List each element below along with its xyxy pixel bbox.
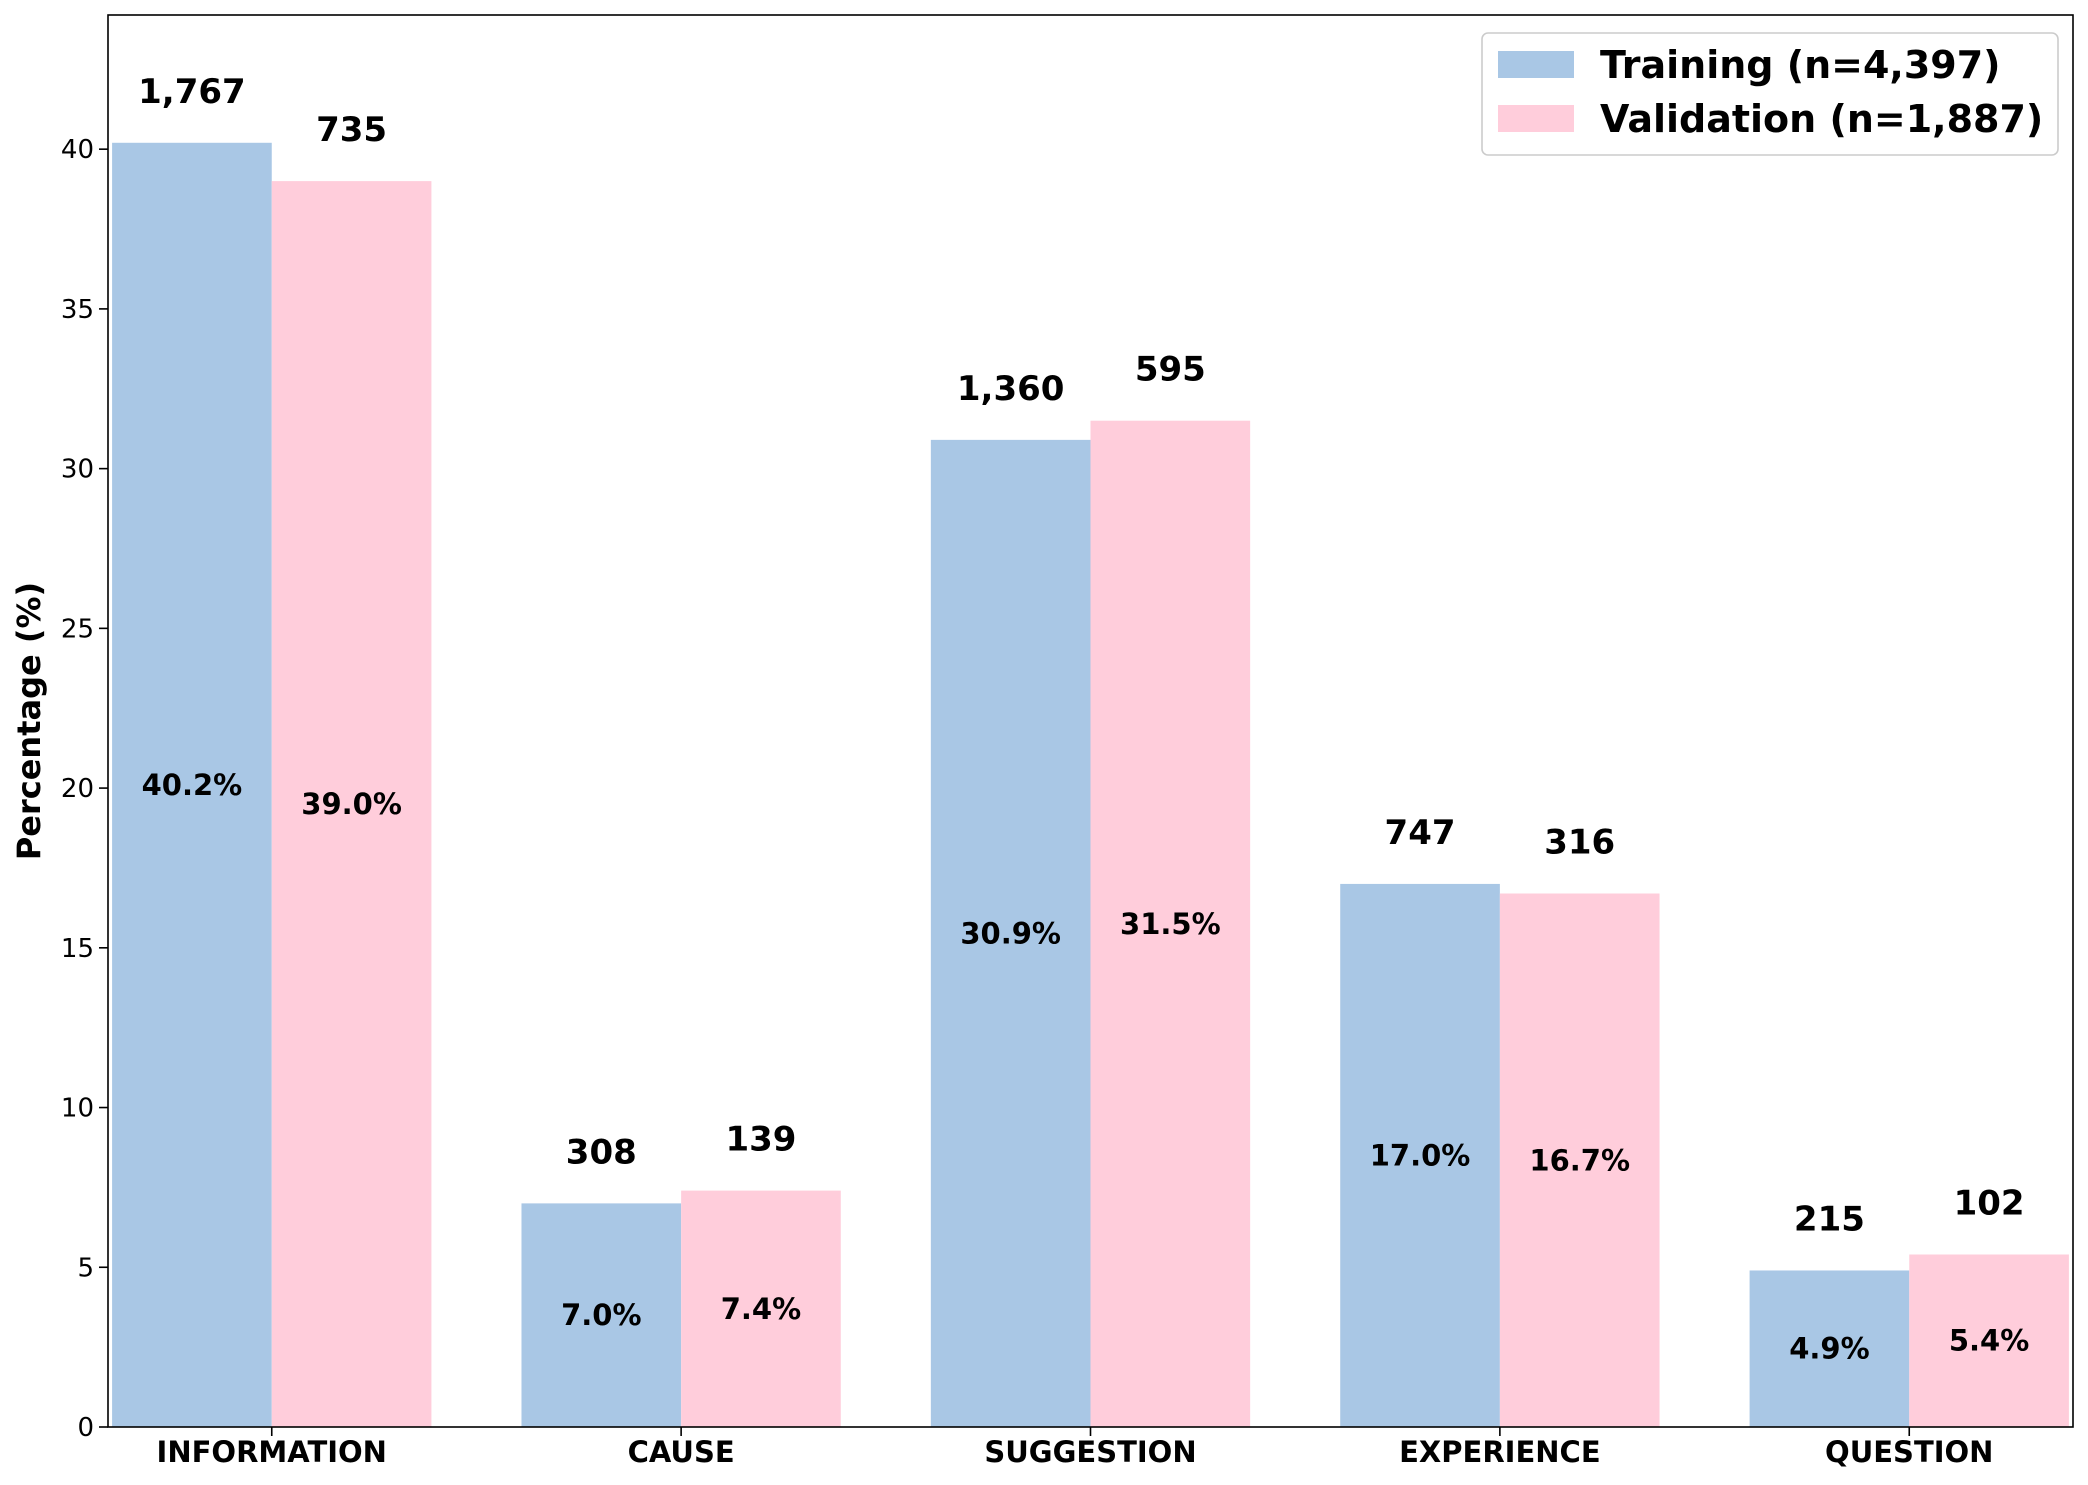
bar-cause-series-1	[681, 1190, 841, 1427]
count-label: 1,767	[138, 72, 246, 112]
bar-labels: 1,767 40.2% 308 7.0% 1,360 30.9% 747 17.0% 215 4.…	[138, 72, 2029, 1366]
percentage-label: 39.0%	[301, 787, 402, 821]
count-label: 595	[1135, 350, 1206, 390]
y-tick-label: 35	[61, 295, 94, 325]
plot-frame	[107, 14, 2074, 1428]
y-tick-label: 30	[61, 455, 94, 485]
count-label: 747	[1385, 813, 1456, 853]
y-axis-title: Percentage (%)	[10, 582, 48, 860]
bar-suggestion-series-0	[930, 439, 1091, 1428]
y-tick-label: 0	[77, 1413, 94, 1443]
bar-cause-series-0	[521, 1203, 682, 1427]
bar-information-series-1	[271, 181, 432, 1427]
legend: Training (n=4,397) Validation (n=1,887)	[1481, 32, 2059, 156]
count-label: 735	[316, 110, 387, 150]
y-axis: 0 5 10 15 20 25 30 35 40	[61, 135, 108, 1443]
percentage-label: 30.9%	[960, 916, 1061, 950]
legend-swatch	[1498, 105, 1574, 132]
count-label: 102	[1954, 1183, 2025, 1223]
x-tick-label: QUESTION	[1825, 1435, 1993, 1469]
percentage-label: 31.5%	[1120, 907, 1221, 941]
bar-question-series-1	[1909, 1254, 2069, 1427]
y-tick-label: 15	[61, 934, 94, 964]
x-axis: INFORMATION CAUSE SUGGESTION EXPERIENCE QUES…	[157, 1427, 1993, 1469]
percentage-label: 5.4%	[1949, 1324, 2029, 1358]
count-label: 1,360	[957, 369, 1065, 409]
bar-question-series-0	[1749, 1270, 1910, 1427]
y-tick-label: 20	[61, 774, 94, 804]
count-label: 215	[1794, 1199, 1865, 1239]
x-tick-label: EXPERIENCE	[1399, 1435, 1601, 1469]
legend-box	[1481, 32, 2059, 156]
x-tick-label: SUGGESTION	[984, 1435, 1196, 1469]
y-tick-label: 25	[61, 614, 94, 644]
bar-experience-series-0	[1340, 883, 1500, 1427]
bar-experience-series-1	[1499, 893, 1660, 1427]
count-label: 316	[1544, 823, 1615, 863]
bar-information-series-0	[112, 142, 272, 1427]
percentage-label: 4.9%	[1789, 1332, 1869, 1366]
bars-layer	[112, 142, 2069, 1428]
percentage-label: 16.7%	[1529, 1143, 1630, 1177]
percentage-label: 40.2%	[142, 768, 243, 802]
percentage-label: 7.4%	[721, 1292, 801, 1326]
count-label: 308	[566, 1132, 637, 1172]
percentage-label: 7.0%	[561, 1298, 641, 1332]
bar-suggestion-series-1	[1090, 420, 1251, 1427]
y-tick-label: 40	[61, 135, 94, 165]
count-label: 139	[725, 1120, 796, 1160]
y-tick-label: 5	[77, 1253, 94, 1283]
percentage-label: 17.0%	[1370, 1138, 1471, 1172]
y-tick-label: 10	[61, 1094, 94, 1124]
legend-entry-label: Validation (n=1,887)	[1600, 97, 2043, 141]
x-tick-label: INFORMATION	[157, 1435, 387, 1469]
x-tick-label: CAUSE	[628, 1435, 735, 1469]
legend-entry-label: Training (n=4,397)	[1600, 43, 2001, 87]
legend-swatch	[1498, 51, 1574, 78]
